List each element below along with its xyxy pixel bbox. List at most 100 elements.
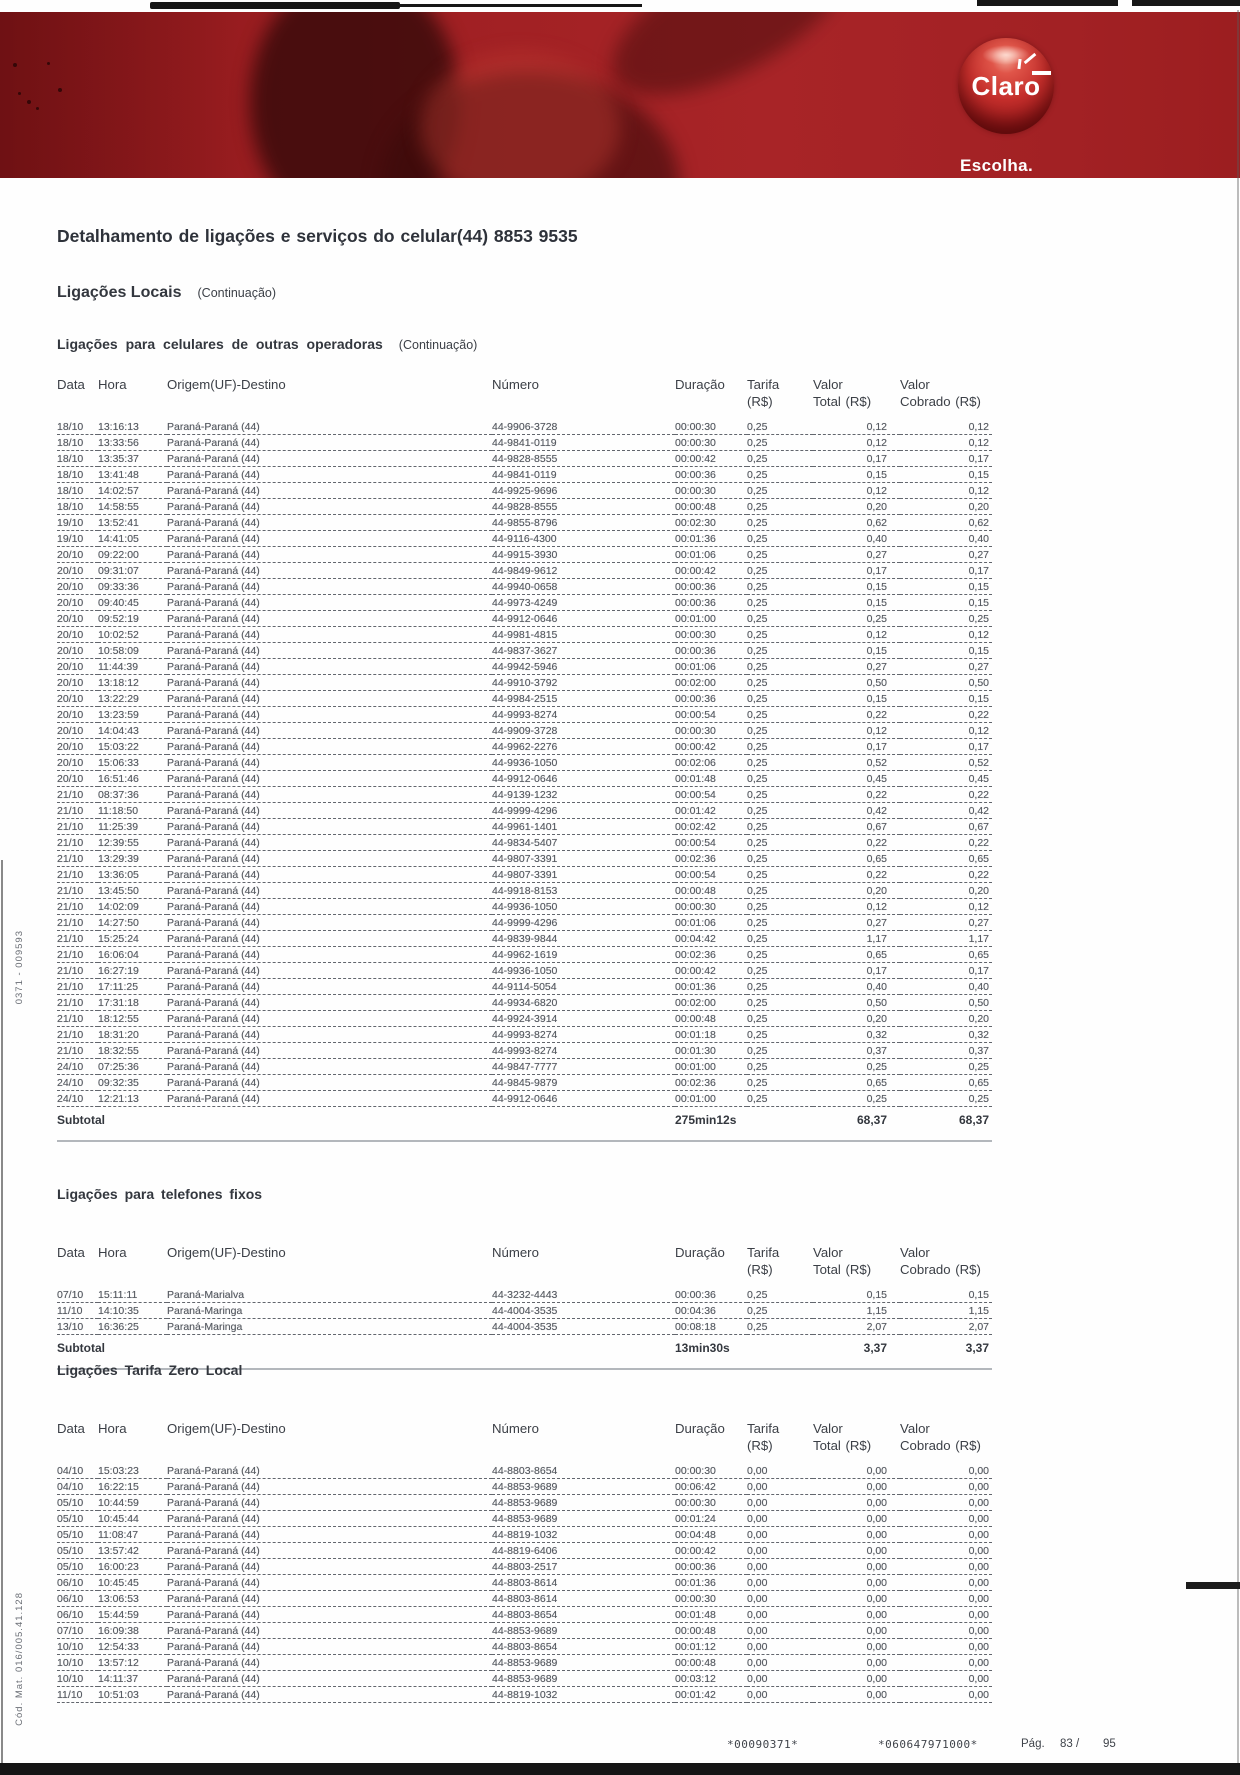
call-row: 18/10 13:16:13 Paraná-Paraná (44) 44-990… (57, 419, 992, 435)
call-row: 21/10 11:25:39 Paraná-Paraná (44) 44-996… (57, 818, 992, 835)
call-tariff: 0,25 (747, 1318, 813, 1335)
col-numero: Número (492, 1421, 539, 1436)
call-row: 21/10 15:25:24 Paraná-Paraná (44) 44-983… (57, 930, 992, 947)
call-date: 21/10 (57, 898, 98, 915)
subsection-continuation: (Continuação) (398, 338, 478, 352)
call-tariff: 0,00 (747, 1654, 813, 1671)
call-number: 44-9925-9696 (492, 482, 675, 499)
call-date: 20/10 (57, 642, 98, 659)
call-charged-value: 0,32 (900, 1026, 992, 1043)
call-date: 20/10 (57, 706, 98, 723)
call-row: 20/10 10:58:09 Paraná-Paraná (44) 44-983… (57, 642, 992, 659)
call-charged-value: 0,12 (900, 898, 992, 915)
call-number: 44-9841-0119 (492, 434, 675, 451)
call-row: 21/10 12:39:55 Paraná-Paraná (44) 44-983… (57, 834, 992, 851)
call-total-value: 0,00 (813, 1526, 900, 1543)
call-charged-value: 0,17 (900, 450, 992, 467)
call-date: 21/10 (57, 786, 98, 803)
table-header: Data Hora Origem(UF)-Destino Número Dura… (57, 376, 992, 419)
call-time: 15:25:24 (98, 930, 167, 947)
call-time: 14:04:43 (98, 722, 167, 739)
call-time: 15:11:11 (98, 1287, 167, 1303)
call-number: 44-9807-3391 (492, 866, 675, 883)
call-tariff: 0,25 (747, 1042, 813, 1059)
subtotal-duration: 275min12s (675, 1106, 747, 1142)
call-tariff: 0,00 (747, 1606, 813, 1623)
call-number: 44-9999-4296 (492, 802, 675, 819)
call-origin-destination: Paraná-Paraná (44) (167, 866, 492, 883)
call-origin-destination: Paraná-Paraná (44) (167, 642, 492, 659)
call-number: 44-8803-8654 (492, 1463, 675, 1479)
call-tariff: 0,00 (747, 1510, 813, 1527)
call-date: 05/10 (57, 1494, 98, 1511)
brand-tagline: Escolha. (960, 156, 1034, 175)
call-tariff: 0,25 (747, 434, 813, 451)
call-charged-value: 0,12 (900, 482, 992, 499)
call-charged-value: 0,15 (900, 466, 992, 483)
call-duration: 00:00:36 (675, 466, 747, 483)
call-origin-destination: Paraná-Paraná (44) (167, 1026, 492, 1043)
call-total-value: 0,15 (813, 1287, 900, 1303)
call-time: 11:08:47 (98, 1526, 167, 1543)
call-number: 44-8819-1032 (492, 1686, 675, 1703)
call-tariff: 0,00 (747, 1463, 813, 1479)
call-date: 11/10 (57, 1302, 98, 1319)
call-row: 19/10 14:41:05 Paraná-Paraná (44) 44-911… (57, 530, 992, 547)
call-date: 20/10 (57, 626, 98, 643)
call-total-value: 0,22 (813, 786, 900, 803)
call-number: 44-9912-0646 (492, 770, 675, 787)
call-origin-destination: Paraná-Paraná (44) (167, 962, 492, 979)
scan-edge-line (1, 860, 3, 1775)
call-number: 44-9910-3792 (492, 674, 675, 691)
call-duration: 00:00:54 (675, 786, 747, 803)
call-origin-destination: Paraná-Paraná (44) (167, 754, 492, 771)
call-date: 13/10 (57, 1318, 98, 1335)
call-number: 44-9993-8274 (492, 1026, 675, 1043)
call-row: 20/10 15:03:22 Paraná-Paraná (44) 44-996… (57, 738, 992, 755)
section-continuation: (Continuação) (197, 286, 277, 300)
call-origin-destination: Paraná-Paraná (44) (167, 1494, 492, 1511)
call-number: 44-9912-0646 (492, 610, 675, 627)
call-number: 44-9936-1050 (492, 754, 675, 771)
scan-artifact (1132, 0, 1240, 6)
call-total-value: 0,27 (813, 658, 900, 675)
call-tariff: 0,25 (747, 1074, 813, 1091)
call-date: 21/10 (57, 818, 98, 835)
banner-photo-shape (0, 12, 240, 178)
call-time: 09:31:07 (98, 562, 167, 579)
call-number: 44-8803-8654 (492, 1638, 675, 1655)
call-number: 44-8853-9689 (492, 1478, 675, 1495)
call-time: 09:22:00 (98, 546, 167, 563)
call-charged-value: 0,00 (900, 1622, 992, 1639)
call-tariff: 0,00 (747, 1526, 813, 1543)
call-charged-value: 0,27 (900, 914, 992, 931)
call-total-value: 0,12 (813, 722, 900, 739)
call-charged-value: 0,15 (900, 642, 992, 659)
call-origin-destination: Paraná-Paraná (44) (167, 882, 492, 899)
call-time: 14:10:35 (98, 1302, 167, 1319)
call-row: 07/10 16:09:38 Paraná-Paraná (44) 44-885… (57, 1622, 992, 1639)
subtotal-label: Subtotal (57, 1106, 675, 1142)
call-charged-value: 0,42 (900, 802, 992, 819)
call-duration: 00:02:36 (675, 850, 747, 867)
call-number: 44-8803-2517 (492, 1558, 675, 1575)
call-date: 24/10 (57, 1058, 98, 1075)
call-time: 13:52:41 (98, 514, 167, 531)
call-duration: 00:01:00 (675, 1090, 747, 1107)
call-charged-value: 0,00 (900, 1542, 992, 1559)
call-charged-value: 0,00 (900, 1574, 992, 1591)
col-tarifa: Tarifa (R$) (747, 1245, 780, 1277)
call-date: 20/10 (57, 562, 98, 579)
table-header: Data Hora Origem(UF)-Destino Número Dura… (57, 1420, 992, 1463)
cellular-calls-block: Data Hora Origem(UF)-Destino Número Dura… (57, 376, 992, 1142)
call-time: 13:16:13 (98, 419, 167, 435)
call-tariff: 0,25 (747, 514, 813, 531)
call-origin-destination: Paraná-Paraná (44) (167, 626, 492, 643)
call-charged-value: 0,22 (900, 866, 992, 883)
call-origin-destination: Paraná-Paraná (44) (167, 1654, 492, 1671)
call-date: 05/10 (57, 1558, 98, 1575)
call-duration: 00:04:42 (675, 930, 747, 947)
page-footer: *00090371* *060647971000* Pág. 83 / 95 (0, 1738, 1240, 1758)
call-tariff: 0,25 (747, 450, 813, 467)
col-data: Data (57, 1245, 85, 1260)
